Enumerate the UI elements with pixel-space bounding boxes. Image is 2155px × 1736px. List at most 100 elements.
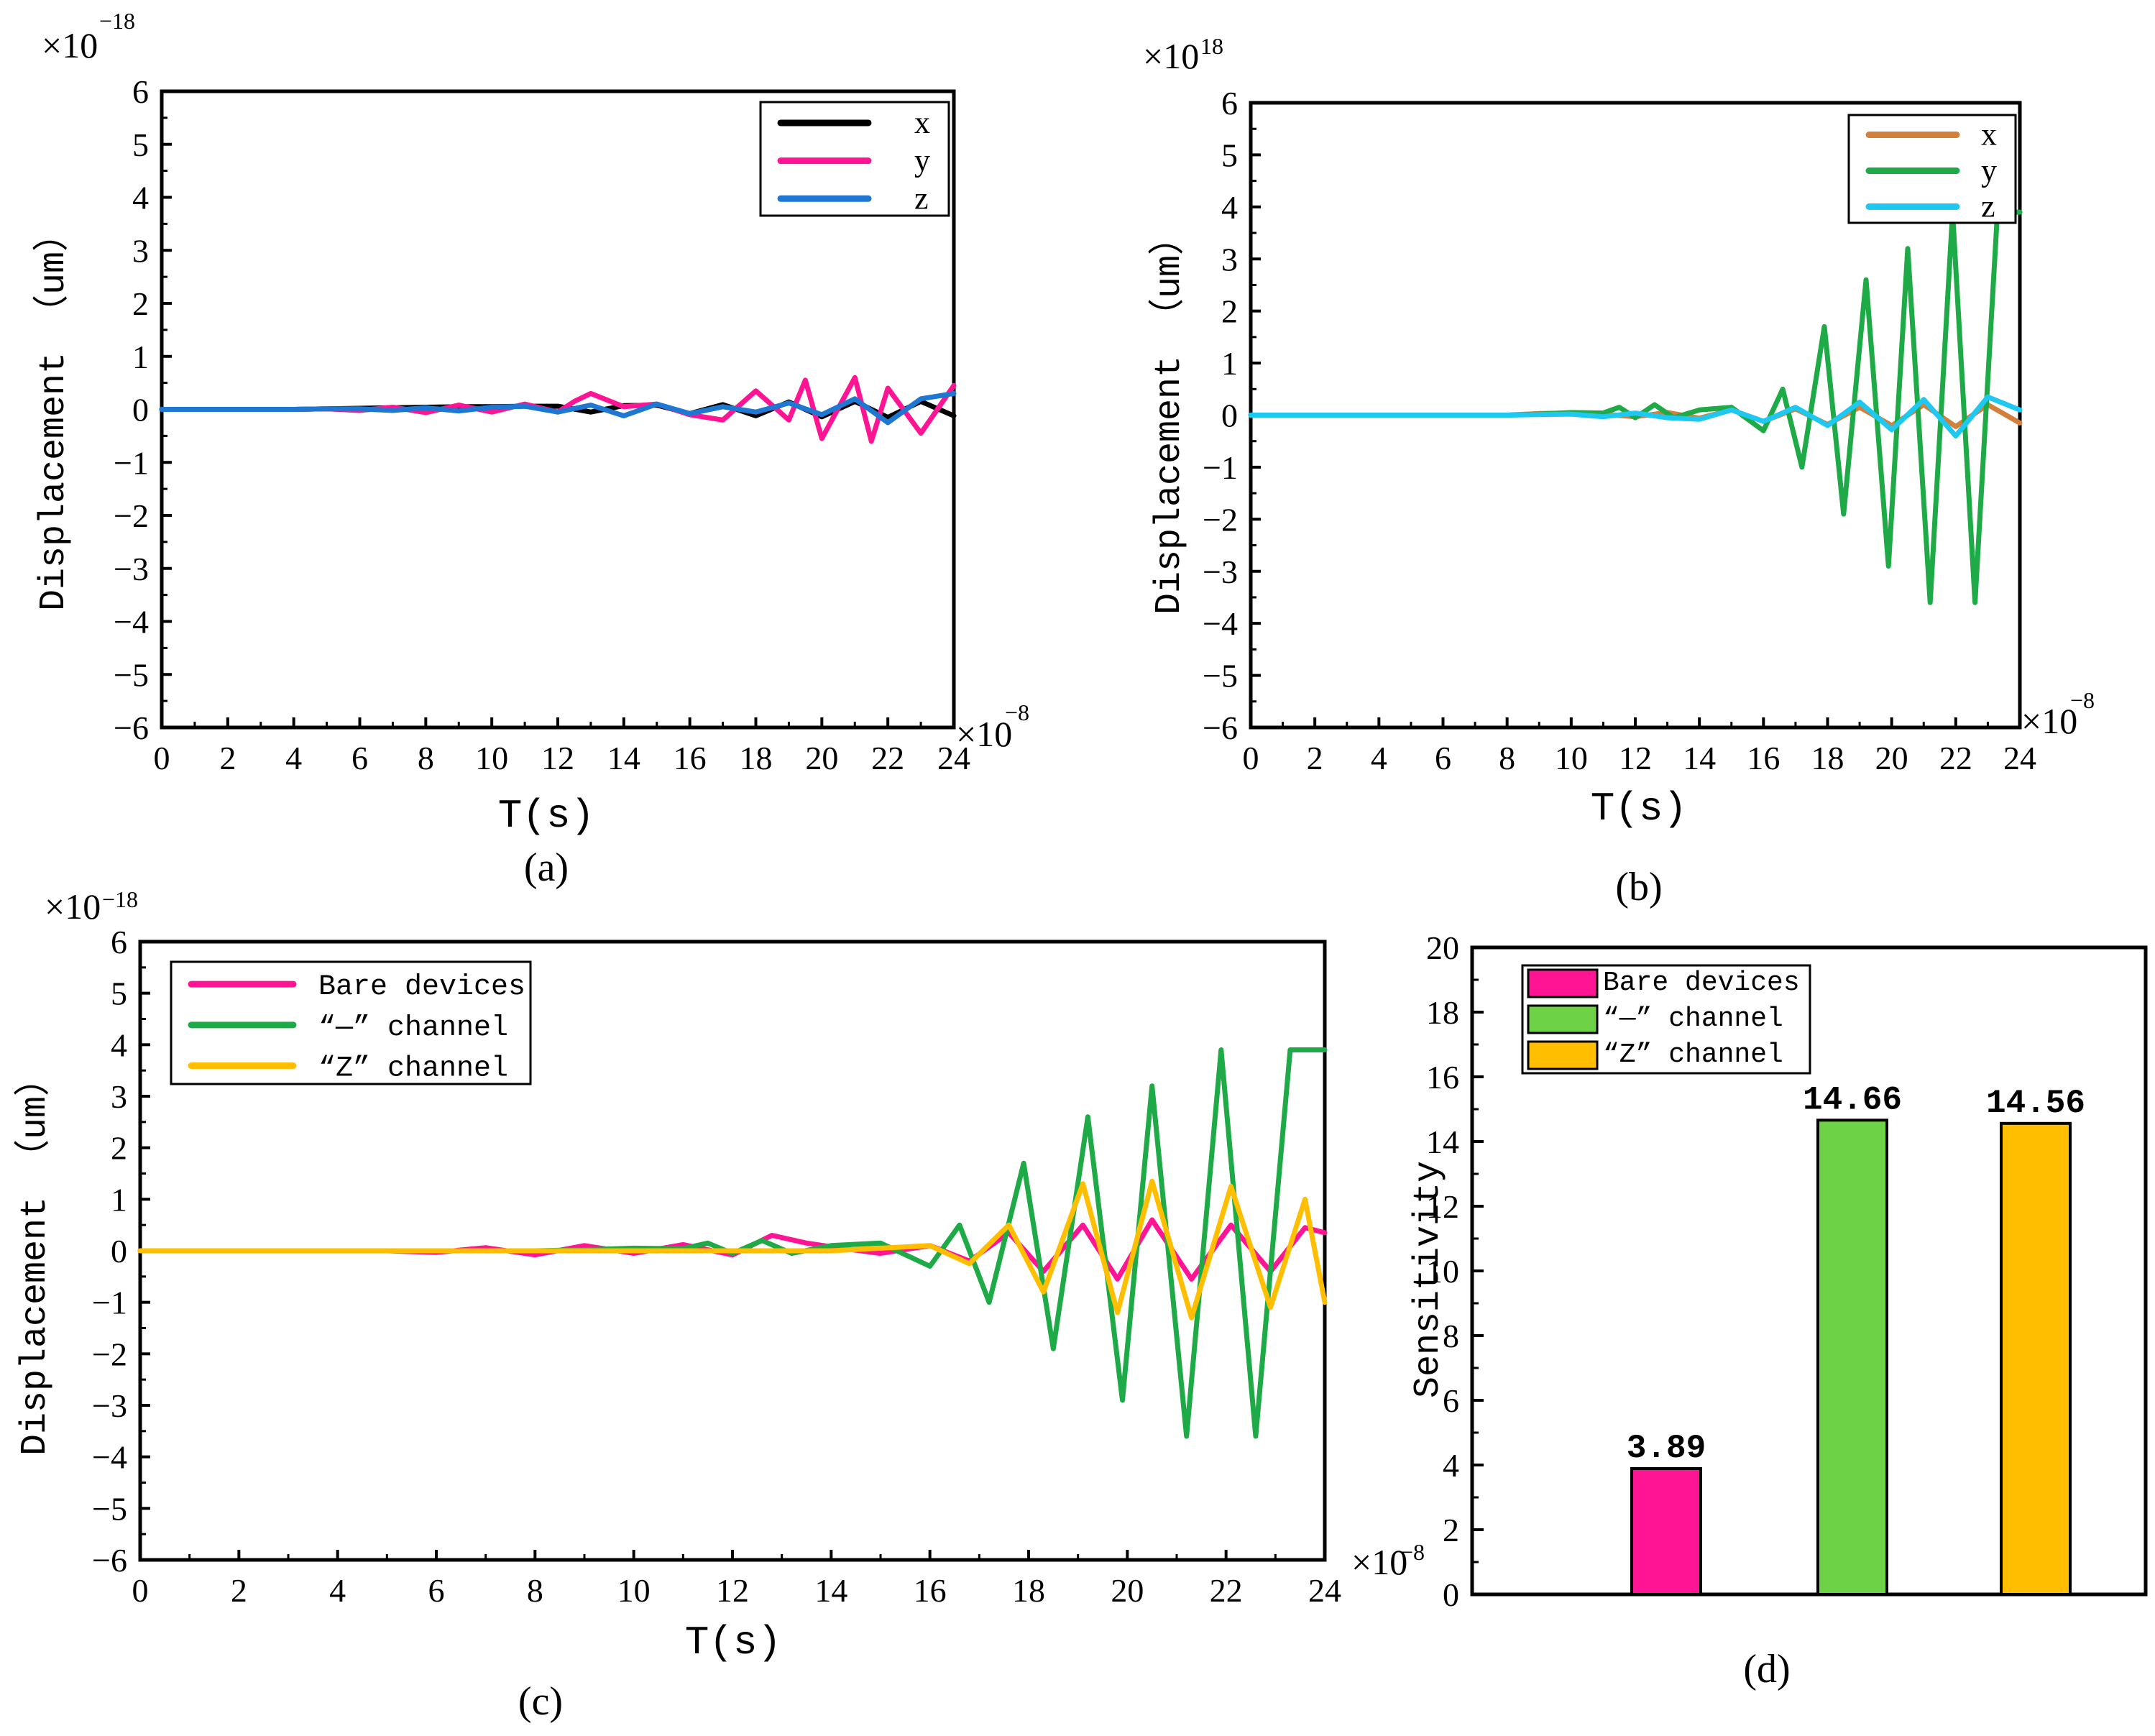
- x-multiplier-exponent: −8: [1400, 1539, 1425, 1565]
- panel-a: ×10 −18 ×10 −8 T(s) Displacement （um） (a…: [32, 8, 1029, 890]
- y-multiplier: ×10: [1143, 36, 1199, 76]
- y-tick-label: −2: [114, 497, 149, 534]
- panel-caption: (d): [1743, 1647, 1790, 1691]
- x-tick-label: 20: [1111, 1572, 1144, 1609]
- x-tick-label: 0: [154, 740, 170, 776]
- x-tick-label: 14: [1683, 740, 1716, 776]
- x-tick-label: 4: [329, 1572, 346, 1609]
- x-tick-label: 2: [231, 1572, 247, 1609]
- bar-value-label: 3.89: [1627, 1430, 1706, 1467]
- y-tick-label: −3: [114, 551, 149, 587]
- x-multiplier: ×10: [1351, 1542, 1407, 1582]
- y-tick-label: 14: [1426, 1124, 1459, 1160]
- x-tick-label: 4: [1371, 740, 1387, 776]
- y-tick-label: 8: [1443, 1318, 1459, 1354]
- series-line-bare-devices: [137, 1217, 1328, 1282]
- x-multiplier-exponent: −8: [1005, 699, 1029, 725]
- y-tick-label: 2: [1221, 293, 1238, 330]
- x-tick-label: 14: [607, 740, 640, 776]
- series-line-z: [1248, 394, 2023, 438]
- y-tick-label: 5: [132, 127, 149, 163]
- legend-label: “Z” channel: [1603, 1039, 1783, 1070]
- y-tick-label: 6: [111, 924, 127, 960]
- x-tick-label: 6: [351, 740, 368, 776]
- y-tick-label: 0: [111, 1233, 127, 1269]
- x-tick-label: 24: [1308, 1572, 1341, 1609]
- y-tick-label: 2: [132, 285, 149, 322]
- panel-d: Sensitivity (d) 0 2 4 6 8 10 12 14 16 18 20 3.89 14.…: [1408, 929, 2148, 1691]
- legend: Bare devices “—” channel “Z” channel: [1521, 964, 1811, 1075]
- y-tick-label: 2: [1443, 1512, 1459, 1548]
- y-tick-label: −6: [114, 709, 149, 746]
- x-tick-label: 0: [132, 1572, 149, 1609]
- y-tick-label: −5: [1203, 658, 1238, 694]
- x-tick-label: 2: [219, 740, 236, 776]
- bar-3: [2000, 1121, 2072, 1597]
- y-tick-label: −1: [1203, 449, 1238, 486]
- x-tick-label: 22: [871, 740, 904, 776]
- x-tick-label: 20: [805, 740, 838, 776]
- y-tick-label: 1: [132, 339, 149, 375]
- x-tick-label: 24: [2003, 740, 2036, 776]
- y-tick-label: −6: [92, 1542, 127, 1579]
- y-multiplier-exponent: −18: [102, 886, 138, 912]
- y-tick-label: 20: [1426, 929, 1459, 966]
- legend-swatch: [1527, 1004, 1599, 1034]
- legend: Bare devices “—” channel “Z” channel: [170, 960, 532, 1085]
- y-multiplier-exponent: 18: [1200, 33, 1223, 59]
- y-tick-label: 6: [1443, 1382, 1459, 1419]
- panel-caption: (b): [1615, 865, 1662, 909]
- x-tick-label: 12: [1619, 740, 1652, 776]
- y-multiplier: ×10: [45, 886, 101, 927]
- y-tick-label: 0: [1443, 1576, 1459, 1613]
- y-tick-label: 3: [1221, 241, 1238, 277]
- x-tick-label: 16: [1747, 740, 1780, 776]
- x-tick-label: 18: [740, 740, 773, 776]
- y-tick-label: −2: [1203, 501, 1238, 538]
- y-tick-label: −3: [1203, 554, 1238, 590]
- x-tick-label: 16: [914, 1572, 947, 1609]
- legend-label: “—” channel: [1603, 1004, 1783, 1034]
- y-tick-label: 2: [111, 1130, 127, 1167]
- y-tick-label: −1: [114, 444, 149, 481]
- x-tick-label: 6: [428, 1572, 445, 1609]
- y-tick-label: 18: [1426, 994, 1459, 1031]
- panel-caption: (a): [524, 845, 569, 890]
- bar-value-label: 14.66: [1803, 1081, 1902, 1119]
- y-tick-label: 16: [1426, 1059, 1459, 1096]
- series-line-y: [159, 375, 957, 444]
- y-tick-label: −1: [92, 1285, 127, 1321]
- x-tick-label: 12: [716, 1572, 749, 1609]
- legend-label: z: [914, 180, 929, 216]
- plot-area: 0 2 4 6 8 10 12 14 16 18 20 3.89 14.66 14.56 Bare devi…: [1426, 929, 2148, 1613]
- x-tick-label: 12: [541, 740, 574, 776]
- x-tick-label: 10: [1555, 740, 1588, 776]
- y-tick-label: −6: [1203, 709, 1238, 746]
- y-tick-label: −5: [114, 656, 149, 693]
- x-tick-label: 16: [674, 740, 707, 776]
- y-tick-label: 0: [132, 392, 149, 428]
- x-tick-label: 0: [1243, 740, 1259, 776]
- bar-1: [1630, 1466, 1702, 1596]
- y-tick-label: −4: [1203, 605, 1238, 642]
- legend-swatch: [1527, 968, 1599, 998]
- series-line-z: [159, 390, 957, 426]
- y-tick-label: 6: [132, 73, 149, 110]
- panel-c: ×10 −18 ×10 −8 T(s) Displacement （um） (c…: [14, 886, 1425, 1724]
- y-tick-label: −3: [92, 1387, 127, 1424]
- x-tick-label: 18: [1811, 740, 1844, 776]
- panel-b: ×10 18 ×10 −8 T(s) Displacement （um） (b)…: [1143, 33, 2095, 909]
- bar-value-label: 14.56: [1986, 1085, 2085, 1122]
- series-line-y: [1248, 209, 2023, 605]
- legend-label: y: [1981, 153, 1997, 188]
- x-tick-label: 18: [1012, 1572, 1045, 1609]
- x-axis-label: T(s): [1591, 786, 1687, 832]
- y-tick-label: −5: [92, 1490, 127, 1527]
- y-tick-label: 1: [111, 1181, 127, 1218]
- y-axis-label: Displacement （um）: [32, 216, 75, 611]
- y-tick-label: 3: [111, 1078, 127, 1115]
- x-tick-label: 20: [1875, 740, 1908, 776]
- x-tick-label: 22: [1210, 1572, 1243, 1609]
- legend-label: x: [914, 105, 930, 140]
